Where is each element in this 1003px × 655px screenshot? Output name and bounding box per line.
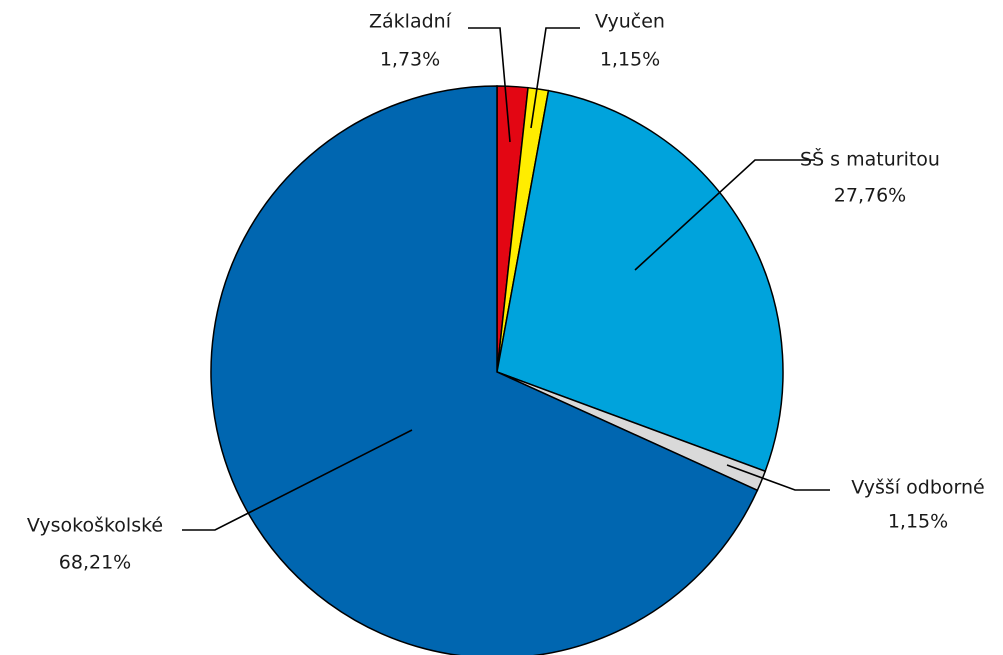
- slice-label: Vysokoškolské: [27, 515, 163, 537]
- slice-label: SŠ s maturitou: [800, 147, 940, 171]
- slice-label: Vyšší odborné: [851, 477, 984, 499]
- slice-value-label: 1,15%: [888, 511, 948, 533]
- leader-line: [726, 464, 830, 491]
- slice-value-label: 1,73%: [380, 49, 440, 71]
- leader-line: [182, 429, 413, 531]
- slice-value-label: 1,15%: [600, 49, 660, 71]
- pie-slice: [210, 85, 759, 655]
- leader-line: [468, 27, 511, 143]
- pie-slice: [496, 89, 784, 473]
- slice-label: Základní: [369, 11, 452, 33]
- slice-label: Vyučen: [595, 11, 665, 33]
- leader-line: [634, 159, 815, 271]
- slice-value-label: 27,76%: [834, 185, 906, 207]
- slice-value-label: 68,21%: [59, 552, 131, 574]
- leader-line: [530, 27, 580, 129]
